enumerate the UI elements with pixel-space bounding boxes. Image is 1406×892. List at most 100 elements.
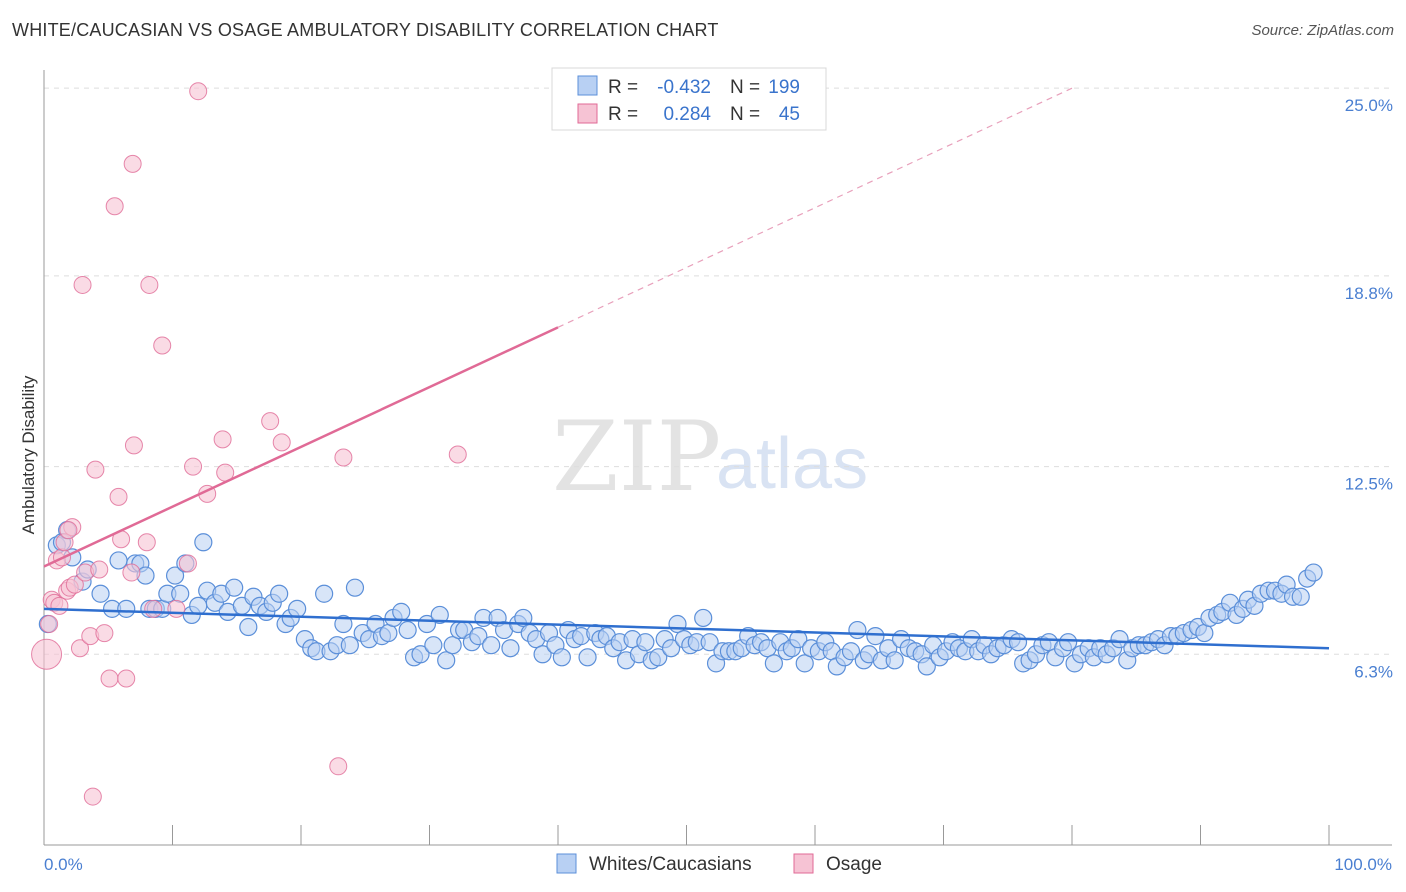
data-point-osage	[137, 533, 156, 552]
data-point-osage	[83, 787, 102, 806]
data-point-osage	[189, 82, 208, 101]
data-point-whites	[917, 657, 936, 676]
trend-line-whites	[43, 607, 1330, 650]
data-point-whites	[700, 633, 719, 652]
data-point-osage	[95, 624, 114, 643]
data-point-osage	[153, 336, 172, 355]
data-point-whites	[334, 614, 353, 634]
data-point-osage	[140, 275, 159, 294]
y-tick-label: 25.0%	[1345, 96, 1393, 115]
data-point-whites	[1110, 630, 1129, 649]
data-point-whites	[649, 648, 668, 667]
watermark-atlas: atlas	[716, 424, 868, 504]
data-point-whites	[398, 620, 417, 640]
data-point-whites	[1059, 633, 1078, 652]
data-point-whites	[482, 636, 501, 655]
data-point-osage	[178, 554, 197, 573]
legend-box-frame	[551, 67, 827, 131]
data-point-osage	[40, 615, 59, 634]
data-point-osage	[184, 457, 203, 476]
data-point-whites	[340, 636, 359, 655]
bottom-legend-label-whites: Whites/Caucasians	[589, 854, 752, 875]
data-point-whites	[171, 584, 190, 603]
data-point-osage	[272, 433, 291, 452]
data-point-whites	[636, 633, 655, 652]
data-point-whites	[552, 648, 571, 667]
data-point-whites	[424, 636, 443, 655]
legend-n-label-1: N =	[730, 77, 760, 98]
data-point-whites	[1291, 587, 1310, 606]
data-point-whites	[668, 614, 687, 634]
data-point-osage	[123, 154, 142, 173]
data-point-whites	[411, 645, 430, 664]
data-point-osage	[50, 596, 69, 615]
data-point-whites	[315, 584, 334, 603]
data-point-osage	[122, 563, 141, 582]
data-point-whites	[533, 645, 552, 664]
data-point-osage	[86, 460, 105, 479]
data-point-osage	[90, 560, 109, 579]
data-point-whites	[270, 584, 289, 603]
data-point-whites	[848, 620, 867, 640]
data-point-whites	[239, 617, 258, 637]
data-point-osage	[117, 669, 136, 688]
series-osage-points	[31, 82, 467, 806]
watermark-zip: ZIP	[552, 401, 721, 513]
y-tick-labels: 6.3% 12.5% 18.8% 25.0%	[1345, 96, 1393, 681]
legend-n-label-2: N =	[730, 104, 760, 125]
legend-box: R = -0.432 N = 199 R = 0.284 N = 45	[551, 67, 827, 131]
gridlines	[44, 87, 1392, 655]
data-point-osage	[31, 638, 63, 670]
y-tick-label: 18.8%	[1345, 284, 1393, 303]
data-point-osage	[167, 599, 186, 618]
data-point-whites	[866, 627, 885, 646]
source-label: Source: ZipAtlas.com	[1251, 22, 1394, 39]
legend-r-label-2: R =	[608, 104, 638, 125]
x-ticks	[43, 825, 1330, 845]
data-point-whites	[789, 630, 808, 649]
y-axis-label: Ambulatory Disability	[19, 375, 38, 534]
y-tick-label: 12.5%	[1345, 475, 1393, 494]
data-point-whites	[1195, 623, 1214, 643]
data-point-osage	[334, 448, 353, 467]
data-point-whites	[443, 636, 462, 655]
data-point-whites	[437, 651, 456, 670]
data-point-osage	[124, 436, 143, 455]
data-point-whites	[764, 654, 783, 673]
bottom-legend: Whites/Caucasians Osage	[556, 853, 882, 875]
data-point-osage	[105, 197, 124, 216]
data-point-osage	[65, 575, 84, 594]
data-point-whites	[885, 651, 904, 670]
data-point-whites	[379, 623, 398, 643]
data-point-osage	[109, 487, 128, 506]
data-point-whites	[501, 639, 520, 658]
data-point-osage	[213, 430, 232, 449]
legend-swatch-blue	[577, 75, 598, 96]
data-point-whites	[165, 566, 185, 585]
data-point-whites	[841, 642, 861, 661]
data-point-osage	[100, 669, 119, 688]
data-point-whites	[1008, 633, 1028, 652]
data-point-osage	[144, 599, 163, 618]
data-point-osage	[448, 445, 467, 464]
data-point-osage	[59, 521, 78, 540]
legend-r-label-1: R =	[608, 77, 638, 98]
data-point-whites	[109, 551, 128, 570]
data-point-whites	[91, 584, 110, 603]
legend-swatch-pink	[577, 103, 598, 124]
data-point-whites	[469, 627, 488, 646]
data-point-whites	[795, 654, 814, 673]
data-point-whites	[345, 578, 365, 597]
series-whites-points	[38, 521, 1323, 676]
data-point-osage	[70, 639, 89, 658]
legend-n-value-1: 199	[768, 77, 800, 98]
chart-title: WHITE/CAUCASIAN VS OSAGE AMBULATORY DISA…	[12, 20, 719, 40]
data-point-whites	[661, 639, 681, 658]
trend-line-osage	[43, 326, 559, 568]
trend-lines	[43, 87, 1330, 650]
data-point-osage	[73, 275, 92, 294]
data-point-osage	[261, 412, 280, 431]
bottom-legend-label-osage: Osage	[826, 854, 882, 875]
legend-r-value-1: -0.432	[657, 77, 711, 98]
